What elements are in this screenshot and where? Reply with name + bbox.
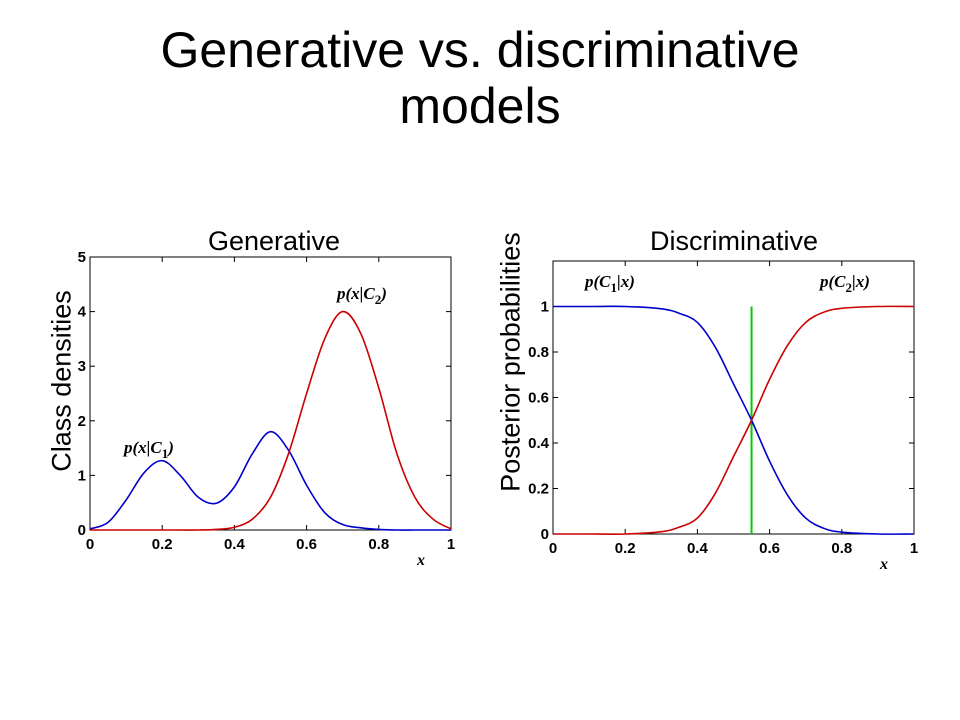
discriminative-y-tick-label: 0.8 [528, 344, 549, 361]
slide-title-line-1: Generative vs. discriminative [160, 22, 800, 78]
generative-y-tick-label: 5 [78, 249, 86, 266]
discriminative-annotation-c1: p(C1|x) [583, 272, 635, 295]
discriminative-x-tick-label: 0.6 [759, 540, 780, 557]
generative-x-tick-label: 1 [447, 536, 455, 553]
generative-plot-frame [89, 256, 452, 531]
generative-x-tick-label: 0.8 [368, 536, 389, 553]
generative-plot: 0 0.2 0.4 0.6 0.8 1 0 1 2 3 4 5 x p(x|C1) p(x|C2) [78, 249, 456, 569]
generative-annotation-c1: p(x|C1) [122, 438, 174, 461]
discriminative-x-tick-label: 0.4 [687, 540, 709, 557]
generative-y-tick-label: 4 [78, 304, 87, 321]
discriminative-annotation-c2: p(C2|x) [818, 272, 870, 295]
discriminative-series-c2-line [552, 305, 915, 535]
discriminative-x-tick-label: 0.2 [615, 540, 636, 557]
slide-title-line-2: models [399, 78, 561, 134]
discriminative-x-tick-label: 0 [549, 540, 557, 557]
discriminative-y-tick-label: 0.6 [528, 390, 549, 407]
discriminative-x-axis-label: x [879, 556, 888, 573]
discriminative-plot: 0 0.2 0.4 0.6 0.8 1 0 0.2 0.4 0.6 0.8 1 x p(C1|x) p(C2… [528, 260, 918, 573]
generative-annotation-c2: p(x|C2) [335, 284, 387, 307]
generative-series-c1-line [89, 430, 451, 531]
discriminative-y-tick-label: 0.2 [528, 481, 549, 498]
generative-x-tick-label: 0.4 [224, 536, 246, 553]
generative-y-tick-label: 3 [78, 358, 86, 375]
discriminative-y-tick-label: 0 [541, 526, 549, 543]
generative-chart-title: Generative [208, 226, 341, 256]
discriminative-chart-title: Discriminative [650, 226, 819, 256]
generative-x-axis-label: x [416, 552, 425, 569]
generative-x-tick-label: 0.6 [296, 536, 317, 553]
discriminative-plot-frame [552, 260, 915, 535]
generative-x-tick-label: 0.2 [152, 536, 173, 553]
discriminative-x-tick-label: 0.8 [831, 540, 852, 557]
generative-y-tick-label: 1 [78, 467, 86, 484]
discriminative-series-c1-line [553, 305, 915, 535]
discriminative-y-tick-label: 0.4 [528, 435, 550, 452]
generative-x-tick-label: 0 [86, 536, 94, 553]
generative-y-tick-label: 2 [78, 413, 86, 430]
generative-y-tick-label: 0 [78, 522, 86, 539]
slide-title: Generative vs. discriminative models [0, 22, 960, 134]
generative-series-c2-line [89, 310, 452, 531]
discriminative-x-tick-label: 1 [910, 540, 918, 557]
discriminative-y-tick-label: 1 [541, 299, 549, 316]
